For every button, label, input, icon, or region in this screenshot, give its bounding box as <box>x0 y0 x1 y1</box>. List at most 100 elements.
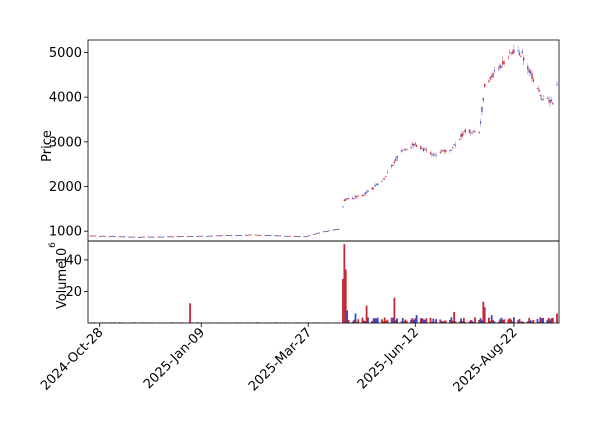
candle-body <box>250 234 252 236</box>
candle-body <box>258 234 261 236</box>
candle-body <box>402 150 404 152</box>
candle-body <box>538 89 540 92</box>
candle-body <box>384 178 386 180</box>
candle-body <box>539 95 541 96</box>
candle-body <box>289 236 291 237</box>
volume-bar <box>362 320 365 323</box>
price-axis-label: Price <box>40 130 55 162</box>
volume-bar <box>449 320 451 323</box>
candle-body <box>246 234 248 236</box>
volume-exponent-power: 6 <box>48 242 58 248</box>
volume-bar <box>550 318 553 323</box>
price-y-ticks: 1000 2000 3000 4000 5000 <box>49 46 88 240</box>
candle-body <box>502 60 504 65</box>
volume-bar <box>531 321 533 323</box>
candle-body <box>367 191 369 192</box>
volume-bar <box>401 318 404 323</box>
candle-body <box>278 235 280 237</box>
candle-body <box>421 148 423 150</box>
volume-y-tick-label: 40 <box>65 253 82 268</box>
candle-body <box>352 198 354 199</box>
candle-body <box>518 52 521 56</box>
volume-bar <box>458 321 461 323</box>
volume-bar <box>522 321 525 323</box>
candle-body <box>283 235 286 237</box>
candle-body <box>546 97 548 99</box>
candle-body <box>386 172 389 173</box>
candle-body <box>396 156 398 159</box>
volume-bar <box>460 318 462 323</box>
candle-body <box>293 236 295 238</box>
volume-bar <box>489 321 492 323</box>
volume-bar <box>538 322 540 323</box>
volume-bar <box>372 318 375 323</box>
candle-body <box>552 102 554 105</box>
candle-body <box>285 235 287 237</box>
candle-body <box>153 236 155 238</box>
candle-body <box>240 235 243 236</box>
volume-bar <box>429 317 432 323</box>
candle-body <box>478 132 480 134</box>
candle-body <box>531 73 533 80</box>
candle-body <box>324 231 326 232</box>
volume-bar <box>487 317 490 323</box>
candle-body <box>354 196 357 197</box>
candle-body <box>239 235 241 236</box>
candle-body <box>158 236 161 238</box>
candle-body <box>521 51 523 54</box>
candle-body <box>333 229 336 231</box>
candle-body <box>257 234 259 236</box>
candle-body <box>89 235 91 237</box>
volume-bar <box>529 320 532 323</box>
candle-body <box>90 235 93 237</box>
candle-body <box>364 192 366 195</box>
candle-body <box>297 236 300 238</box>
candle-body <box>318 232 320 234</box>
candle-body <box>210 235 212 237</box>
candle-body <box>361 195 364 197</box>
price-y-tick-label: 2000 <box>49 180 82 195</box>
volume-bar <box>375 318 378 323</box>
candle-body <box>163 236 165 238</box>
candle-body <box>190 236 193 237</box>
candle-body <box>404 149 407 151</box>
candle-body <box>372 188 375 189</box>
volume-bar <box>382 321 385 323</box>
candle-body <box>528 69 530 73</box>
candle-body <box>474 131 476 133</box>
price-candles <box>89 44 558 238</box>
candle-body <box>332 229 334 231</box>
candle-body <box>345 199 347 201</box>
candle-body <box>304 236 307 238</box>
candle-body <box>484 83 486 88</box>
volume-bar <box>471 320 474 323</box>
candle-body <box>375 183 377 185</box>
x-tick-label: 2025-Jan-09 <box>141 325 208 392</box>
candle-body <box>503 61 505 64</box>
candle-body <box>410 147 412 149</box>
candle-body <box>556 84 558 86</box>
candle-body <box>499 64 501 69</box>
candle-body <box>94 235 97 237</box>
volume-bar <box>472 322 475 323</box>
candle-body <box>306 236 308 238</box>
volume-bar <box>483 307 486 323</box>
candle-body <box>548 99 550 101</box>
candle-body <box>167 236 169 238</box>
volume-exponent-base: 10 <box>55 248 70 265</box>
volume-bar <box>376 317 379 323</box>
candle-body <box>363 195 365 196</box>
volume-bar <box>547 317 550 323</box>
candle-body <box>169 236 172 238</box>
price-y-tick-label: 4000 <box>49 91 82 106</box>
candle-body <box>317 232 319 234</box>
candle-body <box>443 149 446 152</box>
candle-body <box>149 236 151 238</box>
volume-bar <box>464 321 467 323</box>
candle-body <box>365 191 368 193</box>
candle-body <box>493 70 496 72</box>
candle-body <box>511 51 514 54</box>
candle-body <box>118 236 120 238</box>
